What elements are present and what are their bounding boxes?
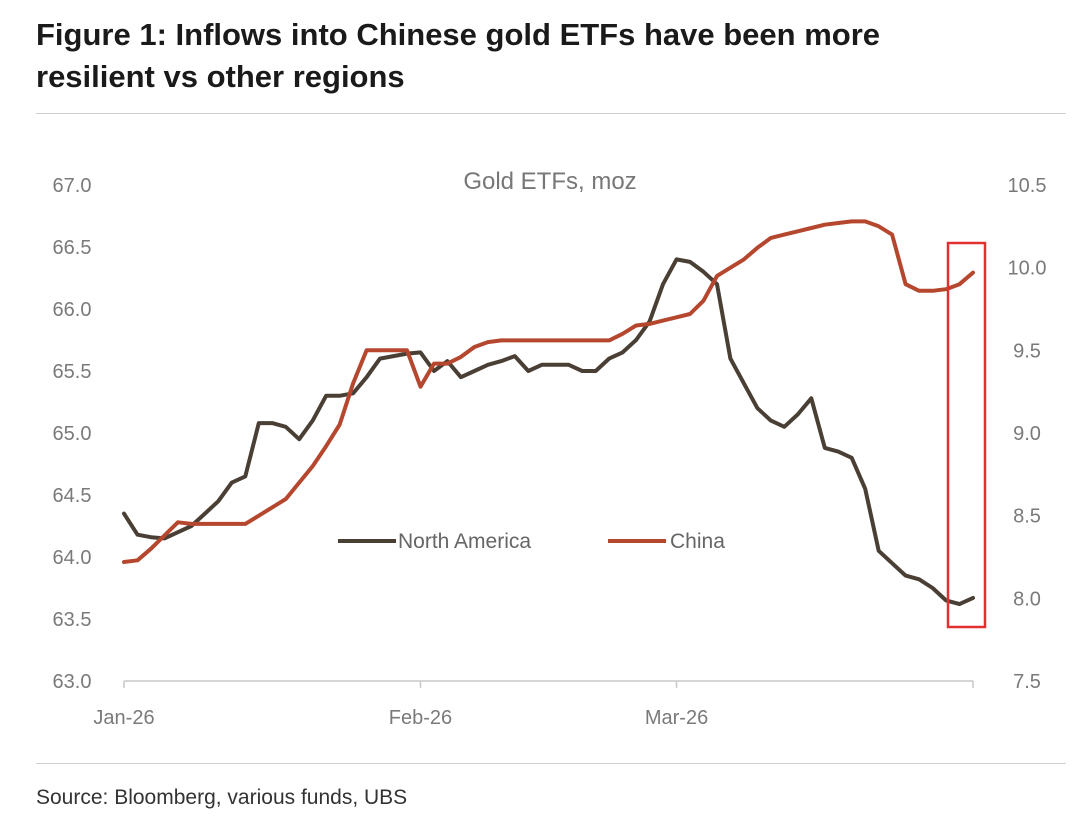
y-right-tick-label: 10.5 xyxy=(1008,175,1047,197)
y-left-tick-label: 64.5 xyxy=(53,485,92,507)
y-left-tick-label: 65.5 xyxy=(53,361,92,383)
figure-title-line-2: resilient vs other regions xyxy=(36,59,405,94)
y-right-tick-label: 10.0 xyxy=(1008,258,1047,280)
y-left-tick-label: 66.0 xyxy=(53,299,92,321)
figure-title: Figure 1: Inflows into Chinese gold ETFs… xyxy=(36,14,1076,98)
legend: North America China xyxy=(338,530,725,553)
y-left-tick-label: 67.0 xyxy=(53,175,92,197)
y-right-tick-label: 9.0 xyxy=(1013,423,1041,445)
y-left-tick-label: 66.5 xyxy=(53,237,92,259)
source-note: Source: Bloomberg, various funds, UBS xyxy=(36,786,408,809)
legend-label-china: China xyxy=(670,530,725,553)
y-right-tick-label: 7.5 xyxy=(1013,671,1041,693)
x-tick-label: Mar-26 xyxy=(645,707,708,729)
top-divider xyxy=(36,113,1066,114)
y-left-tick-label: 63.5 xyxy=(53,609,92,631)
highlight-layer xyxy=(946,241,987,629)
series-layer xyxy=(122,219,975,607)
series-line-north-america xyxy=(122,257,975,607)
y-left-tick-label: 64.0 xyxy=(53,547,92,569)
series-line-china xyxy=(122,219,975,564)
y-left-tick-label: 63.0 xyxy=(53,671,92,693)
legend-label-north-america: North America xyxy=(398,530,531,553)
highlight-box xyxy=(946,241,987,629)
x-tick-label: Jan-26 xyxy=(93,707,154,729)
bottom-divider xyxy=(36,763,1066,764)
axes: 63.0 63.5 64.0 64.5 65.0 65.5 66.0 66.5 67.0 7.5 8… xyxy=(53,175,1047,729)
chart-title: Gold ETFs, moz xyxy=(463,168,636,195)
x-tick-label: Feb-26 xyxy=(389,707,452,729)
figure-title-line-1: Figure 1: Inflows into Chinese gold ETFs… xyxy=(36,17,881,52)
y-right-tick-label: 8.0 xyxy=(1013,588,1041,610)
y-right-tick-label: 8.5 xyxy=(1013,506,1041,528)
y-right-tick-label: 9.5 xyxy=(1013,340,1041,362)
y-left-tick-label: 65.0 xyxy=(53,423,92,445)
